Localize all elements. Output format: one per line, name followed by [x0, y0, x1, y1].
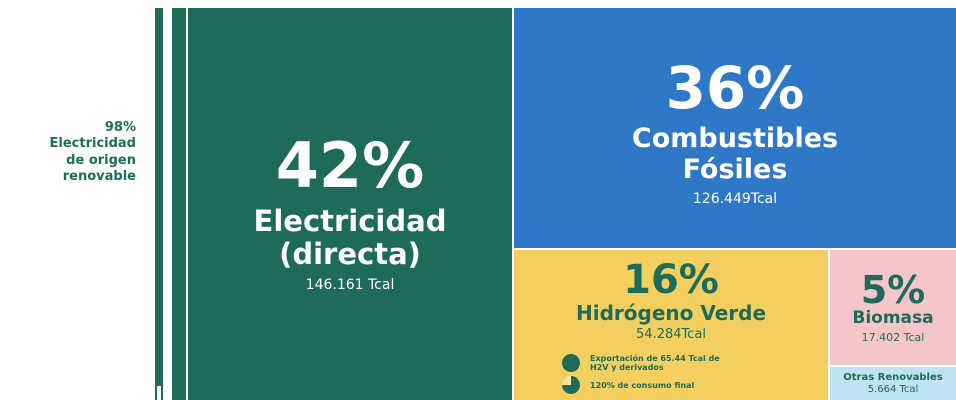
tile-other: Otras Renovables 5.664 Tcal [830, 367, 956, 400]
side-line: Electricidad [49, 136, 137, 152]
side-label: 98% Electricidad de origen renovable [8, 120, 137, 185]
tile-electricity: 42% Electricidad (directa) 146.161 Tcal [188, 8, 512, 400]
pie-icon [562, 354, 580, 372]
tile-label: Combustibles [631, 122, 839, 154]
note: Exportación de 65.44 Tcal de H2V y deriv… [562, 354, 730, 372]
side-percent: 98% [104, 120, 136, 135]
tile-amount: 126.449Tcal [692, 191, 778, 208]
note-text: Exportación de 65.44 Tcal de H2V y deriv… [590, 354, 720, 372]
tile-amount: 5.664 Tcal [867, 384, 919, 396]
tile-label: Fósiles [682, 154, 788, 185]
note: 120% de consumo final [562, 376, 730, 394]
tile-amount: 146.161 Tcal [305, 277, 395, 294]
tile-label: Hidrógeno Verde [575, 301, 767, 325]
notes: Exportación de 65.44 Tcal de H2V y deriv… [562, 350, 730, 398]
tile-amount: 17.402 Tcal [861, 330, 925, 344]
tile-percent: 5% [860, 268, 926, 313]
note-text: 120% de consumo final [590, 380, 695, 390]
side-bar [155, 8, 163, 400]
tile-label: (directa) [279, 237, 421, 271]
tile-amount: 54.284Tcal [636, 327, 706, 342]
side-bar [172, 8, 186, 400]
tile-fossil: 36% Combustibles Fósiles 126.449Tcal [514, 8, 956, 248]
tile-label: Biomasa [852, 308, 934, 329]
tile-label: Electricidad [253, 203, 447, 238]
side-line: de origen [66, 152, 136, 168]
tile-biomass: 5% Biomasa 17.402 Tcal [830, 250, 956, 365]
side-bar-gap [157, 386, 161, 400]
tile-hydrogen: 16% Hidrógeno Verde 54.284Tcal Exportaci… [514, 250, 828, 400]
side-line: renovable [62, 168, 136, 184]
tile-percent: 42% [275, 128, 425, 202]
pie-icon [562, 376, 580, 394]
tile-percent: 36% [665, 53, 805, 122]
tile-label: Otras Renovables [843, 371, 943, 383]
tile-percent: 16% [623, 257, 719, 303]
